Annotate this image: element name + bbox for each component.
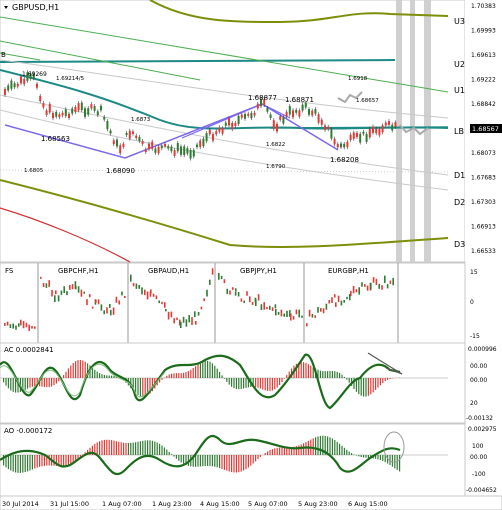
swing-label: 1.6822 [266, 142, 285, 148]
mini-title-gbpjpy: GBPJPY,H1 [240, 267, 277, 275]
swing-label: 1.68208 [330, 156, 359, 164]
price-tick: 1.68842 [471, 101, 496, 108]
svg-text:15: 15 [470, 269, 478, 276]
ac-indicator-panel[interactable]: AC 0.0002841 [0, 342, 466, 424]
ao-scale: 0.002975 100 00.00 -100 -0.004652 [466, 426, 497, 494]
highlight-ellipse [383, 431, 405, 463]
price-tick: 1.70383 [471, 3, 496, 10]
price-tick: 1.69613 [471, 52, 496, 59]
time-axis: 30 Jul 2014 31 Jul 15:00 1 Aug 07:00 1 A… [0, 495, 502, 510]
price-tick: 1.67303 [471, 199, 496, 206]
main-chart-panel[interactable]: 1.69269 1.69214/5 1.68563 1.6873 1.68090… [0, 0, 470, 263]
swing-label: 1.69269 [22, 71, 47, 78]
main-price-scale: 1.703831.699931.696131.692221.688421.684… [465, 0, 502, 262]
price-candles [4, 70, 397, 161]
ac-title: AC 0.0002841 [4, 346, 54, 354]
swing-label: 1.68657 [356, 98, 379, 104]
time-label: 5 Aug 23:00 [298, 500, 338, 508]
svg-text:20: 20 [470, 400, 478, 407]
svg-text:-0.004652: -0.004652 [466, 487, 497, 494]
mini-scale: 15 0 -15 [470, 269, 480, 340]
svg-text:-0.00132: -0.00132 [466, 415, 493, 422]
time-label: 30 Jul 2014 [2, 500, 39, 508]
collapse-arrow-icon[interactable] [4, 6, 8, 9]
svg-text:00.00: 00.00 [470, 454, 487, 461]
current-price: 1.68567 [472, 125, 499, 133]
mini-title-eurgbp: EURGBP,H1 [328, 267, 369, 275]
level-label-d2: D2 [454, 198, 465, 207]
level-label-d1: D1 [454, 171, 465, 180]
current-price-box [470, 124, 502, 133]
swing-label: 1.69214/5 [56, 76, 85, 82]
mini-title-gbpaud: GBPAUD,H1 [148, 267, 189, 275]
svg-text:-100: -100 [472, 471, 486, 478]
left-marker: B [1, 51, 6, 59]
price-tick: 1.66533 [471, 248, 496, 255]
chart-title: GBPUSD,H1 [12, 3, 59, 12]
mini-charts-panel[interactable]: FS GBPCHF,H1 GBPAUD,H1 GBPJPY,H1 EURGBP,… [0, 262, 466, 344]
swing-label: 1.68871 [285, 96, 314, 104]
swing-label: 1.68090 [106, 167, 135, 175]
swing-label: 1.6805 [24, 168, 44, 174]
time-label: 5 Aug 07:00 [248, 500, 288, 508]
svg-text:0.000996: 0.000996 [468, 346, 497, 353]
time-label: 6 Aug 15:00 [348, 500, 388, 508]
level-label-u2: U2 [454, 60, 465, 69]
time-label: 1 Aug 07:00 [102, 500, 142, 508]
ac-scale: 0.000996 00.00 00.00 20 -0.00132 [466, 346, 497, 422]
time-label: 31 Jul 15:00 [50, 500, 89, 508]
svg-text:0.002975: 0.002975 [468, 426, 497, 433]
svg-text:100: 100 [472, 443, 484, 450]
level-label-u1: U1 [454, 86, 465, 95]
price-tick: 1.67683 [471, 175, 496, 182]
swing-label: 1.6873 [131, 117, 151, 123]
ao-indicator-panel[interactable]: AO -0.000172 [0, 423, 466, 497]
time-label: 4 Aug 15:00 [200, 500, 240, 508]
svg-text:00.00: 00.00 [470, 377, 487, 384]
level-label-lb: LB [454, 127, 464, 136]
time-label: 1 Aug 23:00 [152, 500, 192, 508]
price-tick: 1.69993 [471, 28, 496, 35]
svg-text:0: 0 [470, 299, 474, 306]
price-tick: 1.68073 [471, 150, 496, 157]
swing-label: 1.6790 [266, 164, 286, 170]
price-tick: 1.66913 [471, 224, 496, 231]
swing-label: 1.68563 [41, 135, 70, 143]
level-label-u3: U3 [454, 17, 465, 26]
price-tick: 1.69222 [471, 77, 496, 84]
svg-text:-15: -15 [470, 333, 480, 340]
swing-label: 1.6918 [348, 76, 368, 82]
mini-label: FS [5, 267, 14, 275]
mini-candles [4, 268, 394, 331]
swing-label: 1.68877 [248, 94, 277, 102]
level-label-d3: D3 [454, 240, 465, 249]
ao-title: AO -0.000172 [4, 427, 52, 435]
mini-title-gbpchf: GBPCHF,H1 [58, 267, 99, 275]
svg-text:00.00: 00.00 [470, 363, 487, 370]
